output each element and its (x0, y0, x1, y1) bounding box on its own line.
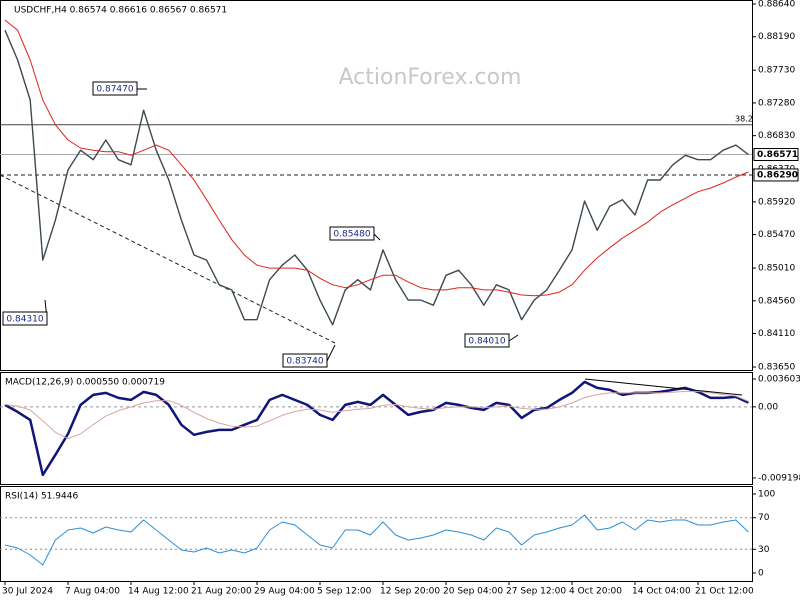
price-label: 0.86571 (757, 150, 798, 160)
y-tick-label: 0.85470 (758, 230, 795, 240)
fib-label: 38.2 (735, 114, 753, 123)
y-tick-label: 0.87730 (758, 66, 795, 76)
y-tick-label: 0.003603 (758, 375, 800, 385)
y-tick-label: 0.00 (758, 402, 778, 412)
x-tick-label: 27 Sep 12:00 (506, 587, 566, 597)
annotation: 0.84310 (6, 315, 43, 325)
x-tick-label: 14 Aug 12:00 (128, 587, 189, 597)
series-line (4, 514, 749, 566)
watermark: ActionForex.com (339, 65, 522, 90)
panel-frame (0, 372, 753, 485)
annotation-box (329, 226, 375, 241)
y-tick-label: -0.009198 (758, 473, 800, 483)
annotation-leader (373, 233, 381, 241)
price-label: 0.86290 (757, 170, 798, 180)
annotation: 0.85480 (333, 230, 370, 240)
panel-frame (0, 486, 753, 582)
y-tick-label: 0.85010 (758, 264, 795, 274)
y-tick-label: 100 (758, 490, 775, 500)
y-tick-label: 0.88190 (758, 32, 795, 42)
price-label-box (753, 168, 799, 182)
annotation-box (282, 353, 328, 368)
x-tick-label: 14 Oct 04:00 (632, 587, 691, 597)
x-tick-label: 7 Aug 04:00 (65, 587, 120, 597)
y-tick-label: 0.85920 (758, 197, 795, 207)
y-tick-label: 0.87280 (758, 98, 795, 108)
y-tick-label: 0.88640 (758, 0, 795, 10)
x-tick-label: 12 Sep 20:00 (380, 587, 440, 597)
macd-trend-line (584, 378, 743, 396)
panel-title: USDCHF,H4 0.86574 0.86616 0.86567 0.8657… (14, 6, 227, 16)
annotation-leader (326, 344, 336, 362)
price-label-box (753, 148, 799, 162)
annotation: 0.87470 (96, 85, 133, 95)
x-tick-label: 20 Sep 04:00 (443, 587, 503, 597)
panel-frame (0, 0, 753, 371)
y-tick-label: 0.84560 (758, 296, 795, 306)
annotation-box (2, 311, 48, 326)
panel-title: RSI(14) 51.9446 (5, 492, 78, 502)
x-tick-label: 21 Aug 20:00 (191, 587, 252, 597)
panel-title: MACD(12,26,9) 0.000550 0.000719 (5, 378, 165, 388)
annotation: 0.84010 (468, 337, 505, 347)
x-tick-label: 30 Jul 2024 (2, 587, 53, 597)
annotation-box (92, 81, 138, 96)
series-line (4, 29, 749, 326)
y-tick-label: 0.86830 (758, 131, 795, 141)
y-tick-label: 0.84110 (758, 329, 795, 339)
x-tick-label: 4 Oct 20:00 (569, 587, 622, 597)
y-tick-label: 30 (758, 545, 770, 555)
series-line (4, 390, 749, 440)
x-tick-label: 5 Sep 12:00 (317, 587, 372, 597)
y-tick-label: 0 (758, 569, 764, 579)
annotation-box (464, 333, 510, 348)
annotation: 0.83740 (286, 357, 323, 367)
x-tick-label: 21 Oct 12:00 (695, 587, 754, 597)
y-tick-label: 70 (758, 513, 770, 523)
x-tick-label: 29 Aug 04:00 (254, 587, 315, 597)
y-tick-label: 0.83650 (758, 363, 795, 373)
series-line (4, 19, 749, 297)
series-line (4, 380, 749, 477)
annotation-leader (508, 334, 519, 342)
